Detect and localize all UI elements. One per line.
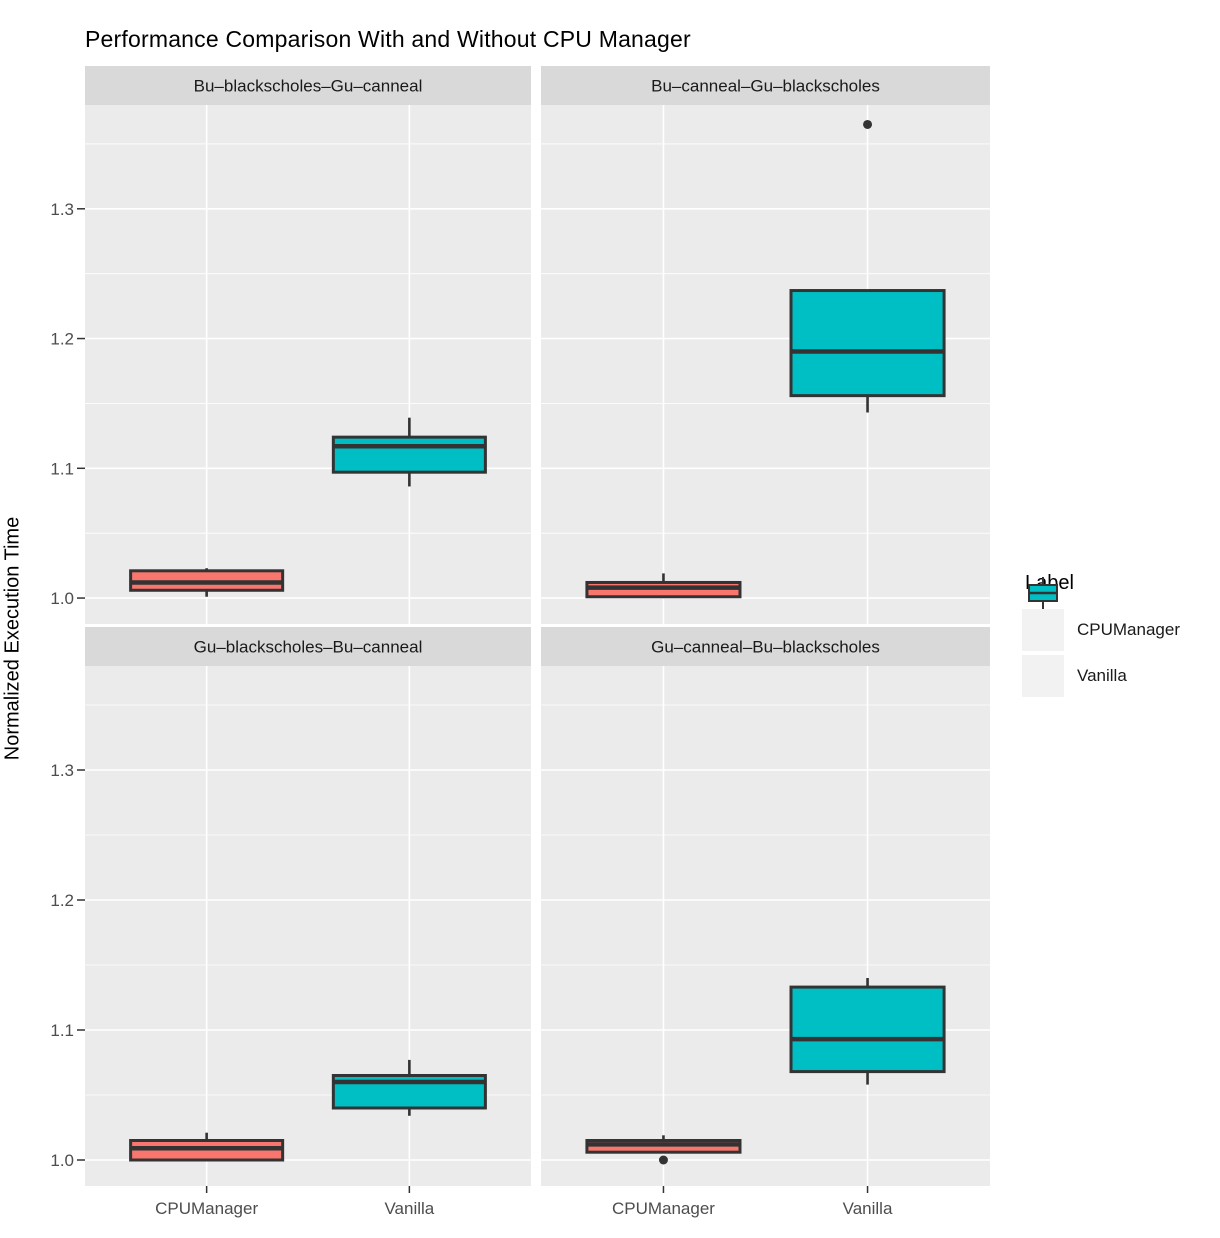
legend-label-cpumanager: CPUManager <box>1077 620 1180 639</box>
facet-strip <box>541 627 990 666</box>
x-tick-label: CPUManager <box>612 1199 715 1218</box>
facet-strip-label: Gu–canneal–Bu–blackscholes <box>651 638 880 657</box>
legend-label-vanilla: Vanilla <box>1077 666 1127 685</box>
x-tick-label: Vanilla <box>384 1199 434 1218</box>
boxplot-glyph-icon <box>1028 577 1058 609</box>
facet-panel <box>541 666 990 1186</box>
y-tick-label: 1.2 <box>50 891 74 910</box>
facet-strip <box>85 66 531 105</box>
y-tick-label: 1.0 <box>50 589 74 608</box>
y-tick-label: 1.0 <box>50 1151 74 1170</box>
x-tick-label: CPUManager <box>155 1199 258 1218</box>
y-tick-label: 1.3 <box>50 761 74 780</box>
legend-key-cpumanager <box>1022 577 1064 651</box>
facet-strip-label: Bu–canneal–Gu–blackscholes <box>651 77 880 96</box>
y-tick-label: 1.1 <box>50 459 74 478</box>
y-tick-label: 1.3 <box>50 200 74 219</box>
legend-entry-vanilla: Vanilla <box>1022 577 1218 697</box>
facet-strip-label: Bu–blackscholes–Gu–canneal <box>194 77 423 96</box>
facet-strip-label: Gu–blackscholes–Bu–canneal <box>194 638 423 657</box>
legend-entry-cpumanager: CPUManager <box>1022 577 1218 651</box>
outlier-point <box>658 1155 668 1165</box>
boxplot-box-vanilla <box>789 985 946 1074</box>
facet-strip <box>541 66 990 105</box>
facet-panel <box>85 105 531 624</box>
y-tick-label: 1.2 <box>50 330 74 349</box>
facet-strip <box>85 627 531 666</box>
boxplot-box-vanilla <box>789 289 946 398</box>
x-tick-label: Vanilla <box>843 1199 893 1218</box>
legend: Label CPUManager Vanilla <box>1022 572 1218 701</box>
outlier-point <box>863 119 873 129</box>
chart-title: Performance Comparison With and Without … <box>85 26 691 52</box>
y-tick-label: 1.1 <box>50 1021 74 1040</box>
boxplot-box-vanilla <box>331 435 487 474</box>
legend-key-vanilla <box>1022 577 1064 697</box>
